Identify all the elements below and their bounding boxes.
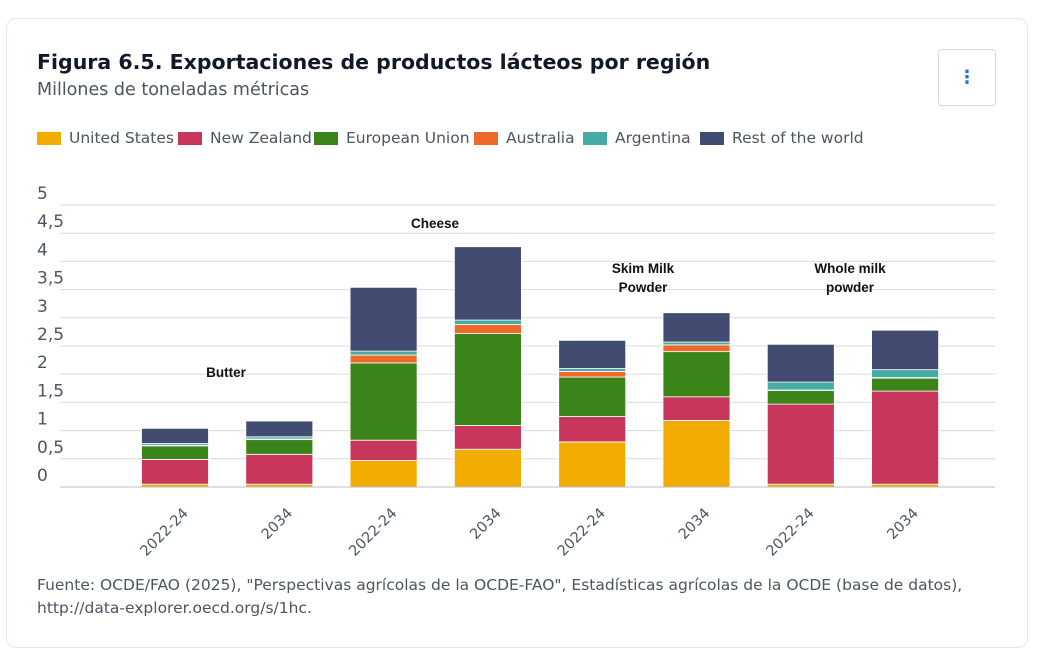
bar-segment <box>662 396 731 421</box>
bar-segment <box>141 458 209 485</box>
y-tick-label: 2 <box>37 353 48 373</box>
bar-segment <box>871 377 939 392</box>
source-note: Fuente: OCDE/FAO (2025), "Perspectivas a… <box>37 576 963 617</box>
bar-segment <box>662 344 731 353</box>
group-annotation: powder <box>826 280 875 295</box>
bar-segment <box>349 354 418 364</box>
y-tick-label: 1,5 <box>37 381 64 401</box>
y-tick-label: 5 <box>37 184 48 204</box>
x-tick-label: 2022-24 <box>138 506 192 560</box>
legend-item-new-zealand[interactable]: New Zealand <box>178 129 312 147</box>
bar-segment <box>558 368 627 372</box>
legend-label: Australia <box>506 129 575 147</box>
bar-segment <box>245 420 314 438</box>
legend-item-rest-of-the-world[interactable]: Rest of the world <box>700 129 864 147</box>
y-tick-label: 2,5 <box>37 325 64 345</box>
group-annotation: Powder <box>619 280 669 295</box>
x-tick-label: 2022-24 <box>555 506 609 560</box>
bar-segment <box>766 381 835 391</box>
legend-item-european-union[interactable]: European Union <box>314 129 470 147</box>
bar-segment <box>766 343 835 383</box>
legend-item-australia[interactable]: Australia <box>474 129 575 147</box>
group-annotation: Whole milk <box>814 261 886 276</box>
x-tick-label: 2034 <box>676 506 713 543</box>
stacked-bar-chart: 0 0,5 1 1,5 2 2,5 3 3,5 4 4,5 5 2022-24 2034 2022-24 2… <box>37 184 995 560</box>
y-tick-label: 3 <box>37 297 48 317</box>
y-tick-label: 0,5 <box>37 438 64 458</box>
y-tick-label: 3,5 <box>37 269 64 289</box>
group-annotation: Butter <box>206 365 246 380</box>
bar-segment <box>245 453 314 485</box>
bar-segment <box>662 312 731 343</box>
bar-segment <box>662 351 731 398</box>
bar-segment <box>558 416 627 443</box>
y-tick-label: 1 <box>37 410 48 430</box>
legend-label: Rest of the world <box>732 129 864 147</box>
bar-segment <box>766 403 835 485</box>
legend-swatch <box>314 131 338 145</box>
vertical-ellipsis-icon: ⋮ <box>958 66 976 88</box>
legend-item-argentina[interactable]: Argentina <box>583 129 691 147</box>
bar-segment <box>453 333 522 426</box>
y-tick-label: 4,5 <box>37 212 64 232</box>
bar-segment <box>349 460 418 488</box>
y-tick-label: 0 <box>37 466 48 486</box>
bar-segment <box>453 425 522 450</box>
bar-segment <box>662 420 731 488</box>
legend-label: European Union <box>346 129 470 147</box>
bar-segment <box>349 286 418 352</box>
x-tick-label: 2022-24 <box>763 506 817 560</box>
legend-item-united-states[interactable]: United States <box>37 129 174 147</box>
legend-label: Argentina <box>615 129 691 147</box>
chart-menu-button[interactable]: ⋮ <box>938 49 996 106</box>
group-annotation: Cheese <box>411 216 460 231</box>
x-tick-label: 2034 <box>467 506 504 543</box>
bar-segment <box>558 339 627 369</box>
legend-swatch <box>178 131 202 145</box>
bar-segment <box>349 439 418 461</box>
legend-label: New Zealand <box>210 129 312 147</box>
legend-swatch <box>474 131 498 145</box>
bar-segment <box>141 427 209 444</box>
bar-segment <box>349 362 418 441</box>
legend-swatch <box>583 131 607 145</box>
bar-segment <box>453 448 522 488</box>
bar-segment <box>558 370 627 378</box>
bar-segment <box>871 390 939 485</box>
y-tick-label: 4 <box>37 240 48 260</box>
bar-segment <box>141 445 209 460</box>
bar-segment <box>766 390 835 405</box>
chart-title: Figura 6.5. Exportaciones de productos l… <box>37 50 711 74</box>
bar-segment <box>558 376 627 417</box>
bar-segment <box>245 439 314 455</box>
x-tick-label: 2022-24 <box>346 506 400 560</box>
legend-swatch <box>37 131 61 145</box>
bar-segment <box>871 369 939 378</box>
legend-swatch <box>700 131 724 145</box>
group-annotation: Skim Milk <box>612 261 675 276</box>
bar-segment <box>558 441 627 488</box>
bar-segment <box>349 350 418 356</box>
bar-segment <box>871 329 939 371</box>
x-tick-label: 2034 <box>885 506 922 543</box>
bar-segment <box>453 324 522 334</box>
chart-subtitle: Millones de toneladas métricas <box>37 80 310 100</box>
bar-segment <box>453 246 522 321</box>
bar-segment <box>453 319 522 325</box>
x-tick-label: 2034 <box>259 506 296 543</box>
legend-label: United States <box>69 129 174 147</box>
bar-segment <box>662 341 731 346</box>
